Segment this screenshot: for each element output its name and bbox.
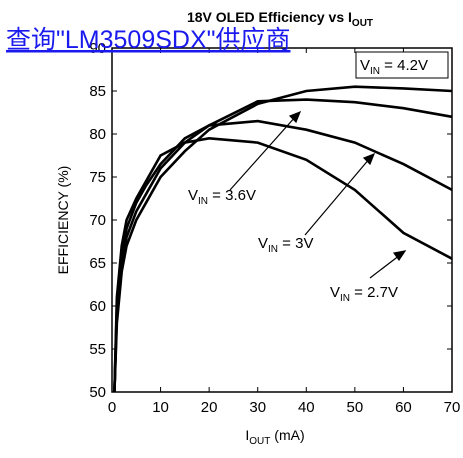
link[interactable]: 查询"LM3509SDX"供应商 — [6, 26, 291, 54]
title-main: 18V OLED Efficiency vs I — [187, 9, 352, 25]
label-rest: = 3.6V — [208, 187, 256, 204]
y-tick-label: 70 — [89, 212, 106, 229]
x-tick-label: 0 — [108, 399, 116, 416]
label-box — [355, 51, 449, 79]
x-axis-label: IOUT (mA) — [245, 427, 304, 447]
x-tick-label: 10 — [152, 399, 169, 416]
chart-title: 18V OLED Efficiency vs IOUT — [187, 9, 373, 29]
label-main: V — [258, 235, 268, 252]
x-tick-label: 40 — [298, 399, 315, 416]
y-tick-label: 65 — [89, 255, 106, 272]
x-tick-label: 30 — [249, 399, 266, 416]
y-tick-label: 85 — [89, 83, 106, 100]
x-tick-label: 70 — [444, 399, 461, 416]
label-main: V — [188, 187, 198, 204]
y-tick-label: 75 — [89, 169, 106, 186]
y-tick-label: 50 — [89, 384, 106, 401]
line — [113, 136, 453, 393]
y-tick-label: 90 — [89, 40, 106, 57]
series-label: VIN = 4.2V — [360, 57, 428, 77]
label-sub: IN — [268, 244, 278, 255]
label-main: V — [360, 57, 370, 74]
label-main: V — [330, 284, 340, 301]
x-tick-label: 50 — [347, 399, 364, 416]
y-tick-label: 80 — [89, 126, 106, 143]
y-axis-label: EFFICIENCY (%) — [55, 166, 71, 275]
xlabel-unit: (mA) — [270, 427, 304, 443]
label-sub: IN — [198, 196, 208, 207]
xlabel-sub: OUT — [249, 436, 270, 447]
title-sub: OUT — [352, 18, 373, 29]
x-tick-label: 20 — [201, 399, 218, 416]
series-label: VIN = 3V — [258, 235, 313, 255]
x-tick-label: 60 — [395, 399, 412, 416]
series-label: VIN = 3.6V — [188, 187, 256, 207]
label-rest: = 2.7V — [350, 284, 398, 301]
label-sub: IN — [370, 66, 380, 77]
label-sub: IN — [340, 293, 350, 304]
series-label: VIN = 2.7V — [330, 284, 398, 304]
label-rest: = 4.2V — [380, 57, 428, 74]
arrows — [229, 110, 407, 279]
y-tick-label: 55 — [89, 341, 106, 358]
y-tick-label: 60 — [89, 298, 106, 315]
label-rest: = 3V — [278, 235, 313, 252]
xlabel-main: I — [245, 427, 249, 443]
